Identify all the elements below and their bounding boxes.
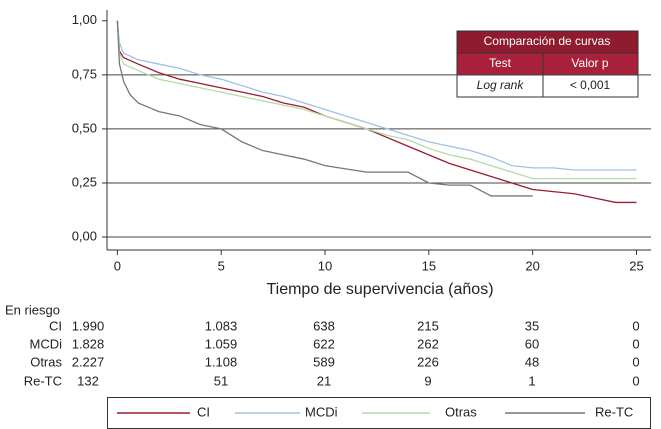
risk-table-title: En riesgo — [5, 302, 60, 317]
series-line — [116, 20, 637, 171]
table-title: Comparación de curvas — [484, 34, 611, 48]
risk-value: 1.990 — [72, 318, 105, 333]
table-cell: < 0,001 — [570, 78, 611, 92]
risk-value: 1.083 — [205, 318, 238, 333]
risk-value: 638 — [313, 318, 335, 333]
x-tick-label: 5 — [218, 258, 225, 273]
risk-value: 1.108 — [205, 354, 238, 369]
risk-value: 9 — [424, 373, 431, 388]
risk-row-label: MCDi — [30, 336, 63, 351]
x-tick-label: 0 — [114, 258, 121, 273]
risk-value: 2.227 — [72, 354, 105, 369]
risk-value: 35 — [525, 318, 539, 333]
risk-value: 21 — [317, 373, 331, 388]
x-axis-label: Tiempo de supervivencia (años) — [266, 281, 493, 298]
risk-value: 215 — [417, 318, 439, 333]
risk-row-label: Otras — [30, 354, 62, 369]
table-header-cell: Test — [489, 56, 512, 70]
risk-value: 589 — [313, 354, 335, 369]
risk-row-label: CI — [49, 318, 62, 333]
risk-value: 622 — [313, 336, 335, 351]
legend-label: Otras — [445, 404, 477, 419]
risk-value: 262 — [417, 336, 439, 351]
series-line — [116, 20, 533, 197]
table-cell: Log rank — [477, 78, 525, 92]
risk-value: 1.828 — [72, 336, 105, 351]
series-line — [116, 20, 637, 180]
risk-value: 48 — [525, 354, 539, 369]
table-header-cell: Valor p — [571, 56, 608, 70]
x-tick-label: 20 — [525, 258, 539, 273]
y-tick-label: 0,00 — [72, 228, 97, 243]
risk-value: 51 — [214, 373, 228, 388]
risk-value: 0 — [632, 318, 639, 333]
legend-label: MCDi — [305, 404, 338, 419]
table-subheader — [456, 52, 639, 76]
risk-value: 1.059 — [205, 336, 238, 351]
risk-value: 226 — [417, 354, 439, 369]
y-tick-label: 1,00 — [72, 12, 97, 27]
risk-value: 132 — [77, 373, 99, 388]
x-tick-label: 10 — [318, 258, 332, 273]
x-tick-label: 15 — [422, 258, 436, 273]
y-tick-label: 0,25 — [72, 174, 97, 189]
risk-value: 0 — [632, 336, 639, 351]
risk-value: 60 — [525, 336, 539, 351]
x-tick-label: 25 — [629, 258, 643, 273]
risk-value: 0 — [632, 354, 639, 369]
risk-value: 1 — [528, 373, 535, 388]
legend-label: CI — [197, 404, 210, 419]
legend-label: Re-TC — [595, 404, 633, 419]
risk-row-label: Re-TC — [24, 373, 62, 388]
y-tick-label: 0,75 — [72, 66, 97, 81]
risk-value: 0 — [632, 373, 639, 388]
y-tick-label: 0,50 — [72, 120, 97, 135]
